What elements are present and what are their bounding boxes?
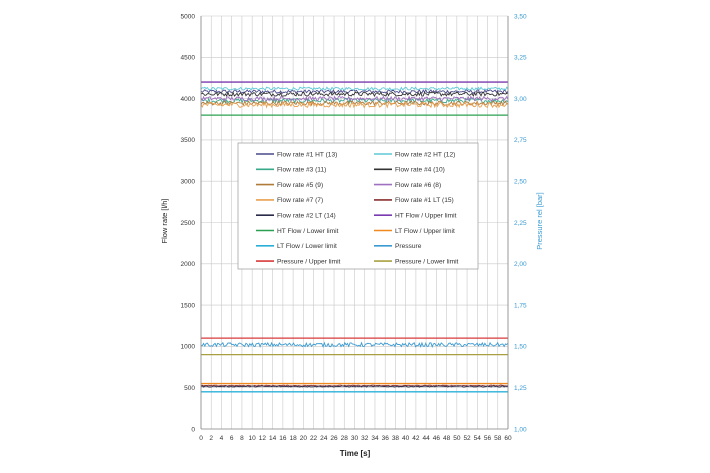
x-tick-label: 34 bbox=[371, 435, 379, 442]
x-tick-label: 4 bbox=[220, 435, 224, 442]
x-tick-label: 58 bbox=[494, 435, 502, 442]
legend-entry: Flow rate #7 (7) bbox=[277, 197, 323, 204]
legend-entry: Flow rate #6 (8) bbox=[395, 182, 441, 189]
legend-box bbox=[237, 142, 479, 270]
y-left-tick-label: 1500 bbox=[181, 302, 196, 309]
x-tick-label: 42 bbox=[412, 435, 420, 442]
legend-entry: Flow rate #4 (10) bbox=[395, 167, 445, 174]
y-left-tick-label: 1000 bbox=[181, 344, 196, 351]
legend-entry: Flow rate #2 LT (14) bbox=[277, 213, 336, 220]
x-tick-label: 48 bbox=[443, 435, 451, 442]
y-left-tick-label: 500 bbox=[184, 385, 195, 392]
y-right-tick-label: 3,50 bbox=[514, 13, 527, 20]
y-left-tick-label: 3000 bbox=[181, 179, 196, 186]
legend-entry: Flow rate #2 HT (12) bbox=[395, 151, 455, 158]
x-tick-label: 60 bbox=[504, 435, 512, 442]
legend-entry: Flow rate #3 (11) bbox=[277, 167, 326, 174]
x-tick-label: 12 bbox=[259, 435, 267, 442]
y-right-tick-label: 2,00 bbox=[514, 261, 527, 268]
legend: Flow rate #1 HT (13) Flow rate #2 HT (12)… bbox=[237, 142, 479, 270]
y-right-tick-label: 1,50 bbox=[514, 344, 527, 351]
series-line bbox=[200, 101, 509, 109]
x-tick-label: 20 bbox=[300, 435, 308, 442]
x-tick-label: 56 bbox=[484, 435, 492, 442]
x-tick-label: 50 bbox=[453, 435, 461, 442]
y-left-tick-label: 3500 bbox=[181, 137, 196, 144]
x-tick-label: 38 bbox=[392, 435, 400, 442]
series-line bbox=[200, 88, 509, 95]
legend-entry: LT Flow / Lower limit bbox=[277, 243, 337, 250]
x-tick-label: 28 bbox=[341, 435, 349, 442]
x-tick-label: 36 bbox=[382, 435, 390, 442]
series-line bbox=[200, 90, 509, 98]
legend-entry: LT Flow / Upper limit bbox=[395, 228, 455, 235]
y-right-tick-label: 2,75 bbox=[514, 137, 527, 144]
y-left-tick-label: 2000 bbox=[181, 261, 196, 268]
y-right-tick-label: 3,25 bbox=[514, 55, 527, 62]
legend-entry: Flow rate #1 HT (13) bbox=[277, 151, 337, 158]
y-axis-left-label: Flow rate [l/h] bbox=[160, 198, 169, 243]
x-tick-label: 14 bbox=[269, 435, 277, 442]
legend-entry: Pressure bbox=[395, 243, 422, 250]
legend-entry: Pressure / Lower limit bbox=[395, 258, 459, 265]
y-left-tick-label: 4000 bbox=[181, 96, 196, 103]
x-tick-label: 0 bbox=[199, 435, 203, 442]
x-tick-label: 26 bbox=[330, 435, 338, 442]
legend-entry: Pressure / Upper limit bbox=[277, 258, 341, 265]
series-line bbox=[200, 385, 509, 388]
x-tick-label: 18 bbox=[289, 435, 297, 442]
tick-labels: 0 2 4 6 8 10 12 14 16 18 20 22 24 26 28 30 32 34 36 38 40 42 4… bbox=[181, 13, 528, 442]
x-tick-label: 2 bbox=[209, 435, 213, 442]
x-tick-label: 22 bbox=[310, 435, 318, 442]
series-lines bbox=[200, 81, 509, 393]
legend-entry: HT Flow / Upper limit bbox=[395, 213, 457, 220]
x-tick-label: 52 bbox=[463, 435, 471, 442]
series-line bbox=[200, 95, 509, 102]
y-right-tick-label: 1,75 bbox=[514, 302, 527, 309]
x-tick-label: 46 bbox=[433, 435, 441, 442]
x-tick-label: 8 bbox=[240, 435, 244, 442]
x-tick-label: 54 bbox=[474, 435, 482, 442]
axes bbox=[200, 16, 509, 430]
x-tick-label: 10 bbox=[249, 435, 257, 442]
x-tick-label: 30 bbox=[351, 435, 359, 442]
x-tick-label: 40 bbox=[402, 435, 410, 442]
y-right-tick-label: 1,25 bbox=[514, 385, 527, 392]
legend-entry: Flow rate #5 (9) bbox=[277, 182, 323, 189]
y-left-tick-label: 4500 bbox=[181, 55, 196, 62]
y-axis-right-label: Pressure rel [bar] bbox=[535, 192, 544, 250]
y-right-tick-label: 2,25 bbox=[514, 220, 527, 227]
x-tick-label: 24 bbox=[320, 435, 328, 442]
y-left-tick-label: 2500 bbox=[181, 220, 196, 227]
y-left-tick-label: 0 bbox=[191, 426, 195, 433]
legend-entry: Flow rate #1 LT (15) bbox=[395, 197, 454, 204]
x-tick-label: 32 bbox=[361, 435, 369, 442]
series-line bbox=[200, 100, 509, 107]
x-tick-label: 44 bbox=[423, 435, 431, 442]
x-tick-label: 16 bbox=[279, 435, 287, 442]
legend-entry: HT Flow / Lower limit bbox=[277, 228, 339, 235]
y-right-tick-label: 3,00 bbox=[514, 96, 527, 103]
y-left-tick-label: 5000 bbox=[181, 13, 196, 20]
y-right-tick-label: 1,00 bbox=[514, 426, 527, 433]
series-line bbox=[200, 341, 509, 348]
x-axis-label: Time [s] bbox=[340, 449, 371, 458]
y-right-tick-label: 2,50 bbox=[514, 179, 527, 186]
x-tick-label: 6 bbox=[230, 435, 234, 442]
series-line bbox=[200, 86, 509, 91]
